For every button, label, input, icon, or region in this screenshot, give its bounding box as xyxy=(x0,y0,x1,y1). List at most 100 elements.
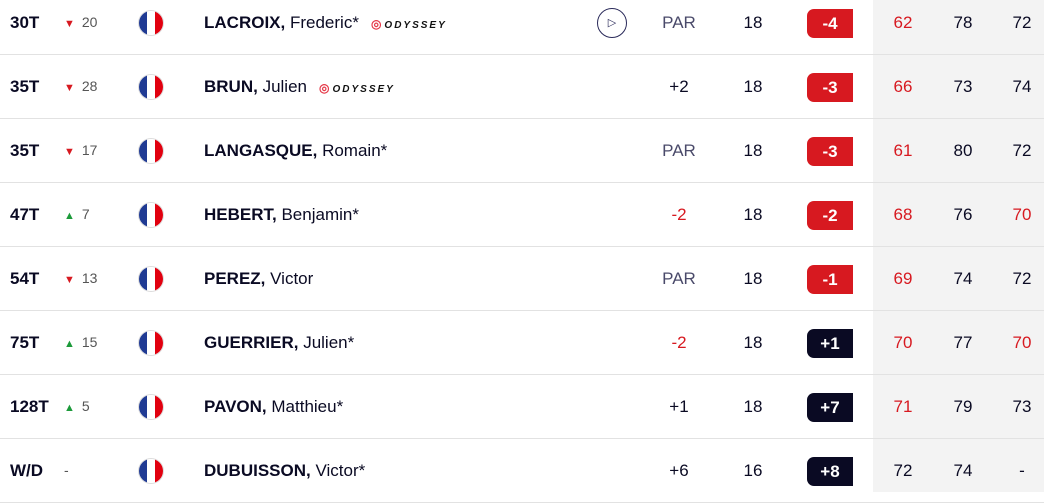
movement-value: - xyxy=(64,462,69,478)
total-score-badge: +1 xyxy=(807,329,853,358)
player-name[interactable]: LANGASQUE, Romain* xyxy=(204,141,388,160)
table-row[interactable]: 30T ▼ 20 LACROIX, Frederic* ◎ ODYSSEY ▷ PAR… xyxy=(0,0,1044,55)
france-flag-icon xyxy=(139,267,163,291)
holes-thru: 18 xyxy=(743,77,763,96)
player-name[interactable]: PEREZ, Victor xyxy=(204,269,314,288)
arrow-down-icon: ▼ xyxy=(64,274,75,286)
round-3-score: 72 xyxy=(1012,141,1032,160)
sponsor-logo: ◎ ODYSSEY xyxy=(370,17,447,31)
position: W/D xyxy=(10,461,44,480)
round-3-score: 72 xyxy=(1012,269,1032,288)
round-1-score: 69 xyxy=(893,269,913,288)
player-name[interactable]: HEBERT, Benjamin* xyxy=(204,205,359,224)
position: 35T xyxy=(10,141,40,160)
today-score: PAR xyxy=(662,141,696,160)
holes-thru: 18 xyxy=(743,141,763,160)
movement-value: 5 xyxy=(81,398,90,414)
round-3-score: 73 xyxy=(1012,397,1032,416)
today-score: +1 xyxy=(669,397,689,416)
arrow-up-icon: ▲ xyxy=(64,402,75,414)
arrow-down-icon: ▼ xyxy=(64,18,75,30)
france-flag-icon xyxy=(139,395,163,419)
movement-value: 15 xyxy=(81,334,98,350)
total-score-badge: -1 xyxy=(807,265,853,294)
movement: ▼ 28 xyxy=(64,55,97,118)
odyssey-logo-icon: ◎ xyxy=(370,17,382,31)
arrow-down-icon: ▼ xyxy=(64,82,75,94)
round-2-score: 74 xyxy=(953,461,973,480)
player-name[interactable]: DUBUISSON, Victor* xyxy=(204,461,366,480)
player-name[interactable]: GUERRIER, Julien* xyxy=(204,333,355,352)
france-flag-icon xyxy=(139,139,163,163)
movement: ▲ 7 xyxy=(64,183,90,246)
arrow-up-icon: ▲ xyxy=(64,338,75,350)
sponsor-logo: ◎ ODYSSEY xyxy=(319,81,395,95)
round-1-score: 61 xyxy=(893,141,913,160)
round-3-score: 70 xyxy=(1012,205,1032,224)
round-3-score: - xyxy=(1019,461,1025,480)
round-1-score: 62 xyxy=(893,13,913,32)
movement-value: 17 xyxy=(81,142,98,158)
france-flag-icon xyxy=(139,11,163,35)
today-score: +2 xyxy=(669,77,689,96)
round-2-score: 77 xyxy=(953,333,973,352)
round-2-score: 73 xyxy=(953,77,973,96)
france-flag-icon xyxy=(139,75,163,99)
position: 30T xyxy=(10,13,40,32)
movement: ▲ 15 xyxy=(64,311,97,374)
odyssey-logo-icon: ◎ xyxy=(319,81,330,95)
today-score: PAR xyxy=(662,13,696,32)
today-score: -2 xyxy=(671,333,687,352)
holes-thru: 18 xyxy=(743,13,763,32)
position: 128T xyxy=(10,397,49,416)
movement-value: 20 xyxy=(81,14,98,30)
total-score-badge: -3 xyxy=(807,137,853,166)
table-row[interactable]: 54T ▼ 13 PEREZ, Victor PAR 18 -1 69 74 72 xyxy=(0,247,1044,311)
round-3-score: 72 xyxy=(1012,13,1032,32)
table-row[interactable]: 35T ▼ 17 LANGASQUE, Romain* PAR 18 -3 61 … xyxy=(0,119,1044,183)
total-score-badge: -3 xyxy=(807,73,853,102)
round-1-score: 71 xyxy=(893,397,913,416)
holes-thru: 18 xyxy=(743,205,763,224)
movement: ▼ 20 xyxy=(64,0,97,54)
holes-thru: 18 xyxy=(743,333,763,352)
round-2-score: 80 xyxy=(953,141,973,160)
player-name[interactable]: LACROIX, Frederic* ◎ ODYSSEY xyxy=(204,13,447,32)
round-1-score: 70 xyxy=(893,333,913,352)
movement: ▲ 5 xyxy=(64,375,90,438)
movement: ▼ 13 xyxy=(64,247,97,310)
movement: - xyxy=(64,439,69,502)
table-row[interactable]: W/D - DUBUISSON, Victor* +6 16 +8 72 74 … xyxy=(0,439,1044,503)
round-1-score: 68 xyxy=(893,205,913,224)
movement-value: 13 xyxy=(81,270,98,286)
france-flag-icon xyxy=(139,459,163,483)
total-score-badge: +7 xyxy=(807,393,853,422)
table-row[interactable]: 35T ▼ 28 BRUN, Julien ◎ ODYSSEY +2 18 -3 66… xyxy=(0,55,1044,119)
player-name[interactable]: BRUN, Julien ◎ ODYSSEY xyxy=(204,77,395,96)
total-score-badge: -4 xyxy=(807,9,853,38)
round-2-score: 74 xyxy=(953,269,973,288)
round-2-score: 78 xyxy=(953,13,973,32)
table-row[interactable]: 47T ▲ 7 HEBERT, Benjamin* -2 18 -2 68 76 … xyxy=(0,183,1044,247)
today-score: PAR xyxy=(662,269,696,288)
today-score: +6 xyxy=(669,461,689,480)
table-row[interactable]: 75T ▲ 15 GUERRIER, Julien* -2 18 +1 70 77… xyxy=(0,311,1044,375)
round-3-score: 70 xyxy=(1012,333,1032,352)
position: 35T xyxy=(10,77,40,96)
movement-value: 28 xyxy=(81,78,98,94)
arrow-up-icon: ▲ xyxy=(64,210,75,222)
today-score: -2 xyxy=(671,205,687,224)
round-1-score: 72 xyxy=(893,461,913,480)
position: 75T xyxy=(10,333,40,352)
round-1-score: 66 xyxy=(893,77,913,96)
round-3-score: 74 xyxy=(1012,77,1032,96)
position: 47T xyxy=(10,205,40,224)
play-video-icon[interactable]: ▷ xyxy=(597,8,627,38)
position: 54T xyxy=(10,269,40,288)
france-flag-icon xyxy=(139,331,163,355)
table-row[interactable]: 128T ▲ 5 PAVON, Matthieu* +1 18 +7 71 79 … xyxy=(0,375,1044,439)
round-2-score: 76 xyxy=(953,205,973,224)
total-score-badge: +8 xyxy=(807,457,853,486)
player-name[interactable]: PAVON, Matthieu* xyxy=(204,397,344,416)
